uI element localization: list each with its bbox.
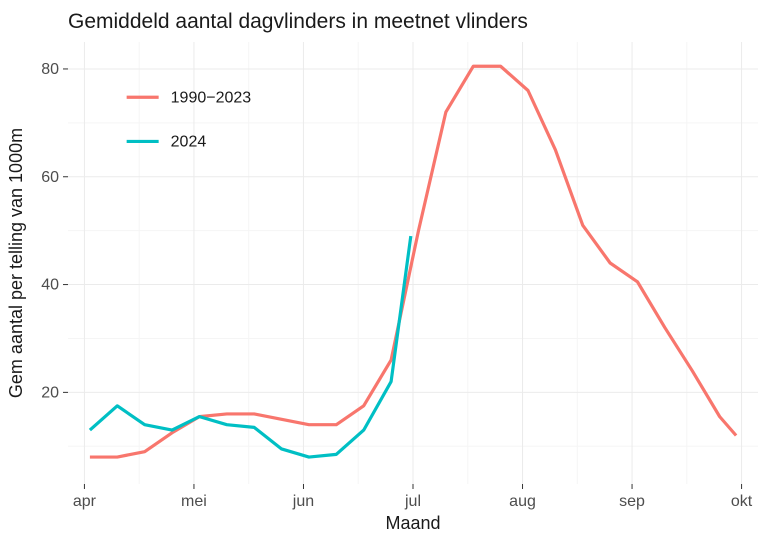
- legend-label: 1990−2023: [171, 89, 252, 106]
- x-tick-label: apr: [73, 493, 97, 510]
- x-tick-label: mei: [181, 493, 207, 510]
- legend-label: 2024: [171, 133, 207, 150]
- x-tick-label: jul: [404, 493, 421, 510]
- y-axis-label: Gem aantal per telling van 1000m: [6, 128, 26, 398]
- y-tick-label: 20: [41, 384, 59, 401]
- y-tick-label: 40: [41, 277, 59, 294]
- y-tick-label: 80: [41, 61, 59, 78]
- x-tick-label: sep: [619, 493, 645, 510]
- chart-title: Gemiddeld aantal dagvlinders in meetnet …: [68, 10, 528, 33]
- x-tick-label: okt: [731, 493, 753, 510]
- y-tick-label: 60: [41, 169, 59, 186]
- x-tick-label: aug: [509, 493, 536, 510]
- chart-container: { "chart": { "type": "line", "width": 77…: [0, 0, 770, 534]
- chart-svg: apr mei jun jul aug sep okt 20 40 60 80 Gemiddeld a…: [0, 0, 770, 534]
- x-axis-label: Maand: [385, 513, 440, 533]
- x-tick-label: jun: [292, 493, 314, 510]
